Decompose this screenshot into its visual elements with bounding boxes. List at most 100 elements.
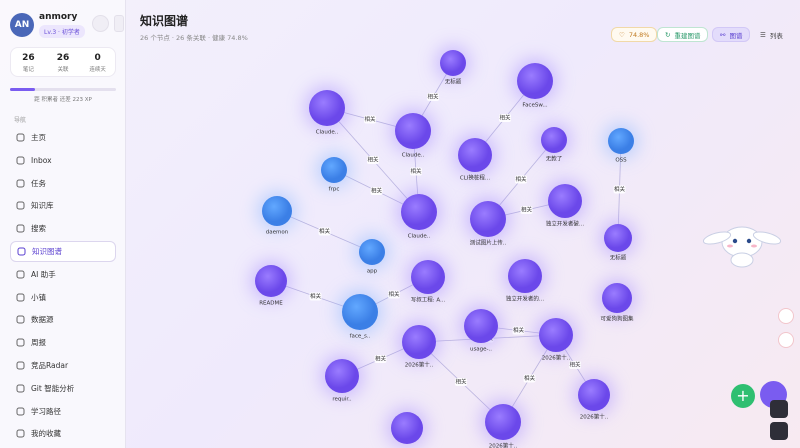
node-circle [464, 309, 498, 343]
nav-item[interactable]: Inbox [10, 150, 116, 171]
node[interactable]: face_s.. [338, 290, 382, 340]
node[interactable]: CLI换桩程... [454, 134, 496, 182]
list-tab[interactable]: ☰ 列表 [760, 30, 783, 40]
edge-label: 相关 [521, 206, 533, 214]
side-tool[interactable] [778, 332, 794, 348]
node-label: 独立开发者破... [546, 220, 584, 228]
node[interactable]: OSS [604, 124, 638, 164]
stat: 0 连续天 [80, 48, 115, 76]
node[interactable]: frpc [317, 153, 351, 193]
node-circle [411, 260, 445, 294]
stat: 26 关联 [46, 48, 81, 76]
node-circle [604, 224, 632, 252]
nav-label: 主页 [31, 133, 46, 142]
node[interactable]: Claude.. [397, 190, 441, 240]
node-circle [602, 283, 632, 313]
node[interactable]: Claude.. [305, 86, 349, 136]
node[interactable]: 独立开发者破... [544, 180, 586, 228]
edge-label-bg [367, 156, 379, 164]
node[interactable]: requir.. [321, 355, 363, 403]
edge-label-bg [388, 290, 400, 299]
node[interactable]: README [251, 261, 291, 307]
node[interactable]: 2026第十.. [535, 314, 577, 362]
health-text: 74.8% [628, 30, 650, 39]
edge-label-bg [569, 361, 581, 369]
node[interactable]: 无款了 [537, 123, 571, 163]
nav-item[interactable]: 小镇 [10, 287, 116, 308]
nav-label: 搜索 [31, 224, 46, 234]
node[interactable]: 独立开发者的... [504, 255, 546, 303]
user-name: anmory [39, 12, 78, 22]
node[interactable]: 无标题 [436, 46, 470, 86]
nav-item[interactable]: 数据源 [10, 309, 116, 330]
node-circle [402, 325, 436, 359]
edge-label-bg [318, 227, 331, 236]
mascot [702, 226, 782, 268]
node-label: 无标题 [610, 254, 627, 262]
node[interactable]: app [355, 235, 389, 275]
node-label: daemon [266, 230, 289, 236]
dock-button[interactable] [770, 400, 788, 418]
nav-item[interactable]: AI 助手 [10, 264, 116, 285]
node[interactable]: 2026第十.. [574, 375, 614, 421]
node-label: 独立开发者的... [506, 295, 544, 303]
nav-icon [16, 179, 25, 188]
node-circle [401, 194, 437, 230]
edge-label-bg [364, 115, 376, 124]
node-label: CLI换桩程... [460, 174, 491, 182]
stat-value: 0 [94, 53, 101, 63]
nav-item[interactable]: 周报 [10, 332, 116, 353]
node[interactable]: Claude.. [391, 109, 435, 159]
dock-button[interactable] [770, 422, 788, 440]
node[interactable]: 可爱狗狗图集 [598, 279, 636, 323]
node[interactable]: usage-.. [460, 305, 502, 353]
nav-label: 周报 [31, 338, 46, 348]
node-circle [517, 63, 553, 99]
edge-label: 相关 [427, 93, 439, 101]
node[interactable]: 写叔工程: A... [407, 256, 449, 304]
node-label: app [367, 269, 378, 275]
nav-icon [16, 407, 25, 416]
node[interactable]: FaceSw... [513, 59, 557, 109]
nav-item[interactable]: 任务 [10, 173, 116, 194]
nav-item[interactable]: 我的收藏 [10, 423, 116, 444]
health-button[interactable]: ♡ 74.8% [611, 27, 658, 42]
node-circle [608, 128, 634, 154]
add-button[interactable]: + [731, 384, 755, 408]
node-label: usage-.. [470, 347, 492, 353]
node[interactable] [387, 408, 427, 448]
edge-label-bg [520, 206, 533, 214]
node[interactable]: daemon [258, 192, 296, 236]
side-tool[interactable] [778, 308, 794, 324]
node-label: 2026第十.. [489, 442, 518, 448]
nav-label: 我的收藏 [31, 429, 61, 439]
nav-item[interactable]: 竞品Radar [10, 355, 116, 376]
node-label: 无款了 [546, 155, 563, 163]
node[interactable]: 2026第十.. [398, 321, 440, 369]
nav-item[interactable]: Git 智能分析 [10, 378, 116, 399]
theme-toggle[interactable] [92, 15, 109, 32]
node-label: 无标题 [445, 78, 462, 86]
graph-tab[interactable]: ⚯ 图谱 [712, 27, 751, 42]
node[interactable]: 测试图片上传.. [466, 197, 510, 247]
rebuild-button[interactable]: ↻ 重建图谱 [657, 27, 709, 42]
node-circle [342, 294, 378, 330]
edge-label: 相关 [569, 361, 581, 369]
node-label: frpc [329, 187, 340, 193]
node[interactable]: 无标题 [600, 220, 636, 262]
list-tab-text: 列表 [769, 31, 783, 40]
nav-item[interactable]: 知识库 [10, 195, 116, 216]
node-label: 可爱狗狗图集 [600, 315, 634, 323]
rebuild-text: 重建图谱 [674, 31, 701, 40]
logout-button[interactable] [114, 15, 124, 32]
nav-icon [16, 429, 25, 438]
node-circle [541, 127, 567, 153]
nav-icon [16, 293, 25, 302]
nav-item[interactable]: 搜索 [10, 218, 116, 239]
node-circle [321, 157, 347, 183]
nav-item[interactable]: 主页 [10, 127, 116, 148]
nav-item[interactable]: 学习路径 [10, 401, 116, 422]
nav-item[interactable]: 知识图谱 [10, 241, 116, 262]
avatar[interactable]: AN [10, 13, 34, 37]
node[interactable]: 2026第十.. [481, 400, 525, 448]
